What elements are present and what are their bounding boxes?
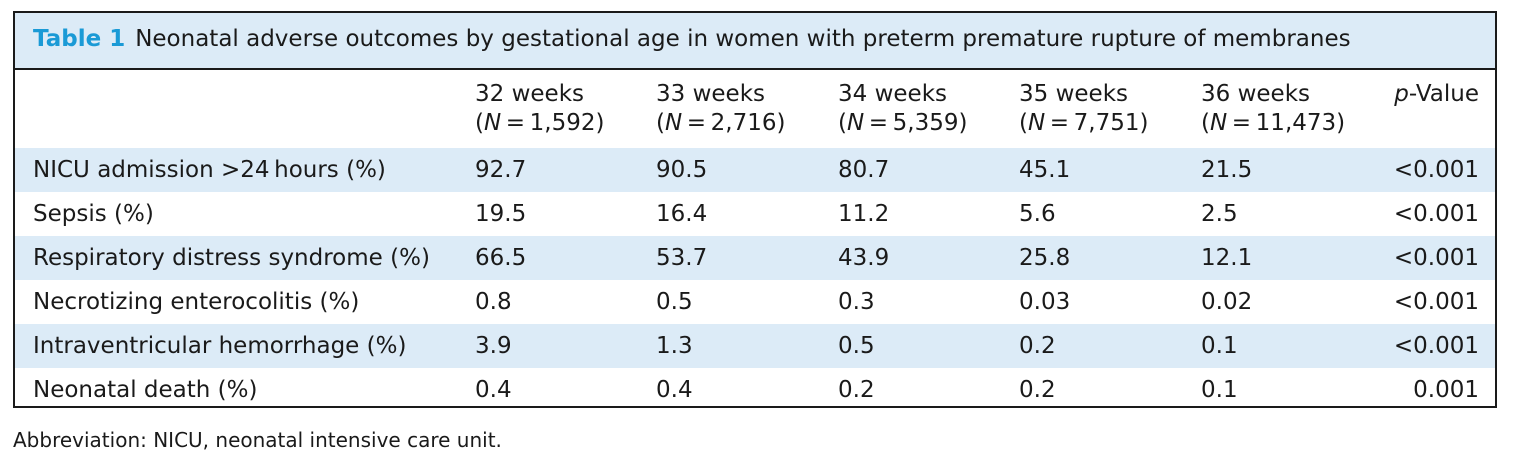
table-frame: Table 1 Neonatal adverse outcomes by gest…: [13, 11, 1497, 408]
cell-value: 12.1: [1201, 245, 1253, 271]
row-outcome: Neonatal death (%): [33, 377, 258, 403]
cell-value: 25.8: [1019, 245, 1071, 271]
cell-value: 21.5: [1201, 157, 1253, 183]
table-label: Table 1: [33, 26, 126, 52]
table-row: NICU admission >24 hours (%) 92.7 90.5 8…: [15, 148, 1495, 192]
cell-value: 45.1: [1019, 157, 1071, 183]
header-col-33: 33 weeks (N = 2,716): [656, 70, 838, 148]
cell-pvalue: <0.001: [1393, 333, 1479, 359]
header-col-35: 35 weeks (N = 7,751): [1019, 70, 1201, 148]
row-outcome: Sepsis (%): [33, 201, 154, 227]
cell-value: 0.2: [1019, 377, 1056, 403]
cell-pvalue: <0.001: [1393, 245, 1479, 271]
cell-value: 0.3: [838, 289, 875, 315]
cell-value: 16.4: [656, 201, 708, 227]
cell-value: 80.7: [838, 157, 890, 183]
cell-pvalue: <0.001: [1393, 157, 1479, 183]
cell-value: 5.6: [1019, 201, 1056, 227]
cell-value: 0.4: [656, 377, 693, 403]
row-outcome: Respiratory distress syndrome (%): [33, 245, 430, 271]
cell-value: 2.5: [1201, 201, 1238, 227]
table-row: Sepsis (%) 19.5 16.4 11.2 5.6 2.5 <0.001: [15, 192, 1495, 236]
header-n: (N = 7,751): [1019, 110, 1149, 136]
cell-value: 0.5: [656, 289, 693, 315]
cell-value: 0.8: [475, 289, 512, 315]
cell-value: 90.5: [656, 157, 708, 183]
header-n: (N = 5,359): [838, 110, 968, 136]
row-outcome: NICU admission >24 hours (%): [33, 157, 386, 183]
header-weeks: 36 weeks: [1201, 81, 1310, 107]
cell-value: 0.5: [838, 333, 875, 359]
header-weeks: 32 weeks: [475, 81, 584, 107]
cell-value: 0.1: [1201, 333, 1238, 359]
header-col-32: 32 weeks (N = 1,592): [475, 70, 656, 148]
cell-value: 43.9: [838, 245, 890, 271]
cell-value: 3.9: [475, 333, 512, 359]
cell-value: 19.5: [475, 201, 527, 227]
header-row: 32 weeks (N = 1,592) 33 weeks (N = 2,716…: [15, 70, 1495, 148]
header-pvalue: p-Value: [1394, 81, 1479, 107]
cell-value: 0.03: [1019, 289, 1071, 315]
footnote: Abbreviation: NICU, neonatal intensive c…: [13, 428, 502, 452]
cell-value: 53.7: [656, 245, 708, 271]
table-row: Neonatal death (%) 0.4 0.4 0.2 0.2 0.1 0…: [15, 368, 1495, 412]
table-title: Neonatal adverse outcomes by gestational…: [135, 26, 1351, 52]
cell-pvalue: <0.001: [1393, 201, 1479, 227]
cell-value: 66.5: [475, 245, 527, 271]
data-table: 32 weeks (N = 1,592) 33 weeks (N = 2,716…: [15, 70, 1495, 412]
cell-pvalue: <0.001: [1393, 289, 1479, 315]
cell-value: 0.2: [1019, 333, 1056, 359]
header-weeks: 34 weeks: [838, 81, 947, 107]
table-row: Intraventricular hemorrhage (%) 3.9 1.3 …: [15, 324, 1495, 368]
table-row: Necrotizing enterocolitis (%) 0.8 0.5 0.…: [15, 280, 1495, 324]
cell-value: 0.02: [1201, 289, 1253, 315]
header-col-34: 34 weeks (N = 5,359): [838, 70, 1019, 148]
row-outcome: Necrotizing enterocolitis (%): [33, 289, 360, 315]
header-col-36: 36 weeks (N = 11,473): [1201, 70, 1351, 148]
header-outcome: [15, 70, 475, 148]
cell-value: 92.7: [475, 157, 527, 183]
header-n: (N = 11,473): [1201, 110, 1346, 136]
header-weeks: 35 weeks: [1019, 81, 1128, 107]
cell-pvalue: 0.001: [1413, 377, 1479, 403]
cell-value: 1.3: [656, 333, 693, 359]
cell-value: 0.2: [838, 377, 875, 403]
row-outcome: Intraventricular hemorrhage (%): [33, 333, 407, 359]
cell-value: 11.2: [838, 201, 890, 227]
cell-value: 0.4: [475, 377, 512, 403]
table-row: Respiratory distress syndrome (%) 66.5 5…: [15, 236, 1495, 280]
table-caption: Table 1 Neonatal adverse outcomes by gest…: [15, 13, 1495, 70]
header-weeks: 33 weeks: [656, 81, 765, 107]
cell-value: 0.1: [1201, 377, 1238, 403]
header-n: (N = 1,592): [475, 110, 605, 136]
header-n: (N = 2,716): [656, 110, 786, 136]
